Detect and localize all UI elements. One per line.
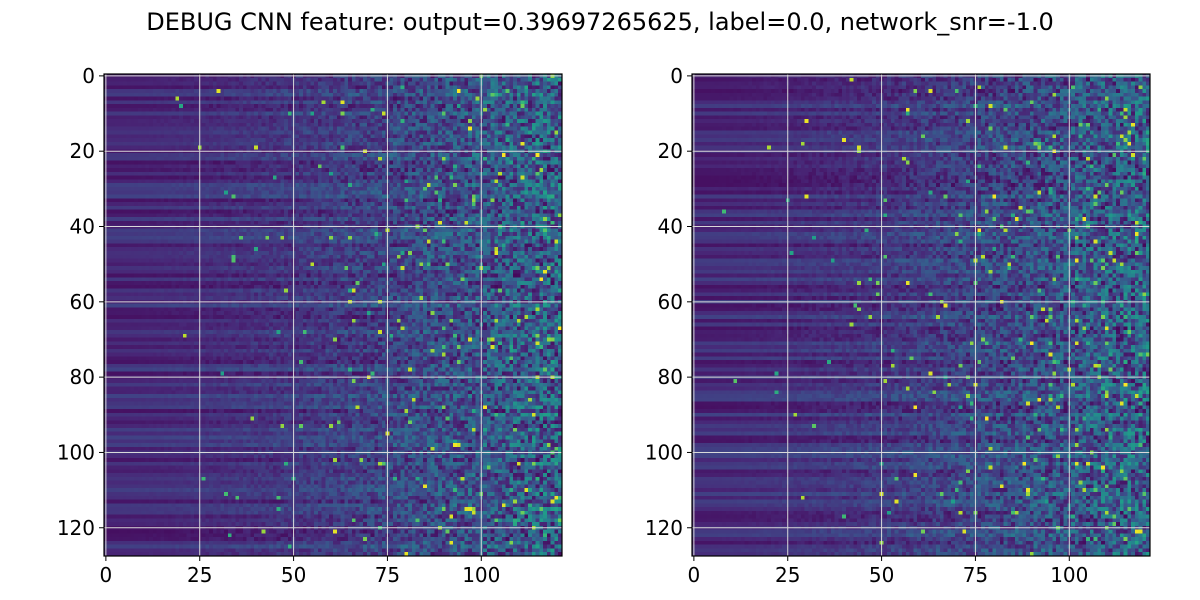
- x-tick-label: 75: [963, 563, 988, 587]
- y-tick-label: 120: [57, 516, 95, 540]
- x-tick-label: 50: [869, 563, 894, 587]
- x-tick-label: 0: [100, 563, 113, 587]
- y-tick-label: 20: [70, 139, 95, 163]
- y-tick-label: 40: [658, 215, 683, 239]
- x-tick-label: 0: [688, 563, 701, 587]
- x-tick-label: 100: [1050, 563, 1088, 587]
- y-tick-label: 80: [70, 365, 95, 389]
- y-tick-label: 0: [670, 64, 683, 88]
- x-tick-label: 50: [281, 563, 306, 587]
- heatmap-image: [692, 74, 1150, 556]
- axes-frame: [691, 73, 1151, 557]
- y-tick-label: 60: [658, 290, 683, 314]
- y-tick-label: 100: [57, 440, 95, 464]
- axes-frame: [103, 73, 563, 557]
- y-tick-label: 20: [658, 139, 683, 163]
- x-tick-label: 75: [375, 563, 400, 587]
- x-tick-label: 100: [462, 563, 500, 587]
- y-tick-label: 40: [70, 215, 95, 239]
- x-tick-label: 25: [187, 563, 212, 587]
- y-tick-label: 80: [658, 365, 683, 389]
- y-tick-label: 0: [82, 64, 95, 88]
- y-tick-label: 120: [645, 516, 683, 540]
- heatmap-image: [104, 74, 562, 556]
- figure-title: DEBUG CNN feature: output=0.39697265625,…: [146, 8, 1054, 36]
- x-tick-label: 25: [775, 563, 800, 587]
- y-tick-label: 100: [645, 440, 683, 464]
- y-tick-label: 60: [70, 290, 95, 314]
